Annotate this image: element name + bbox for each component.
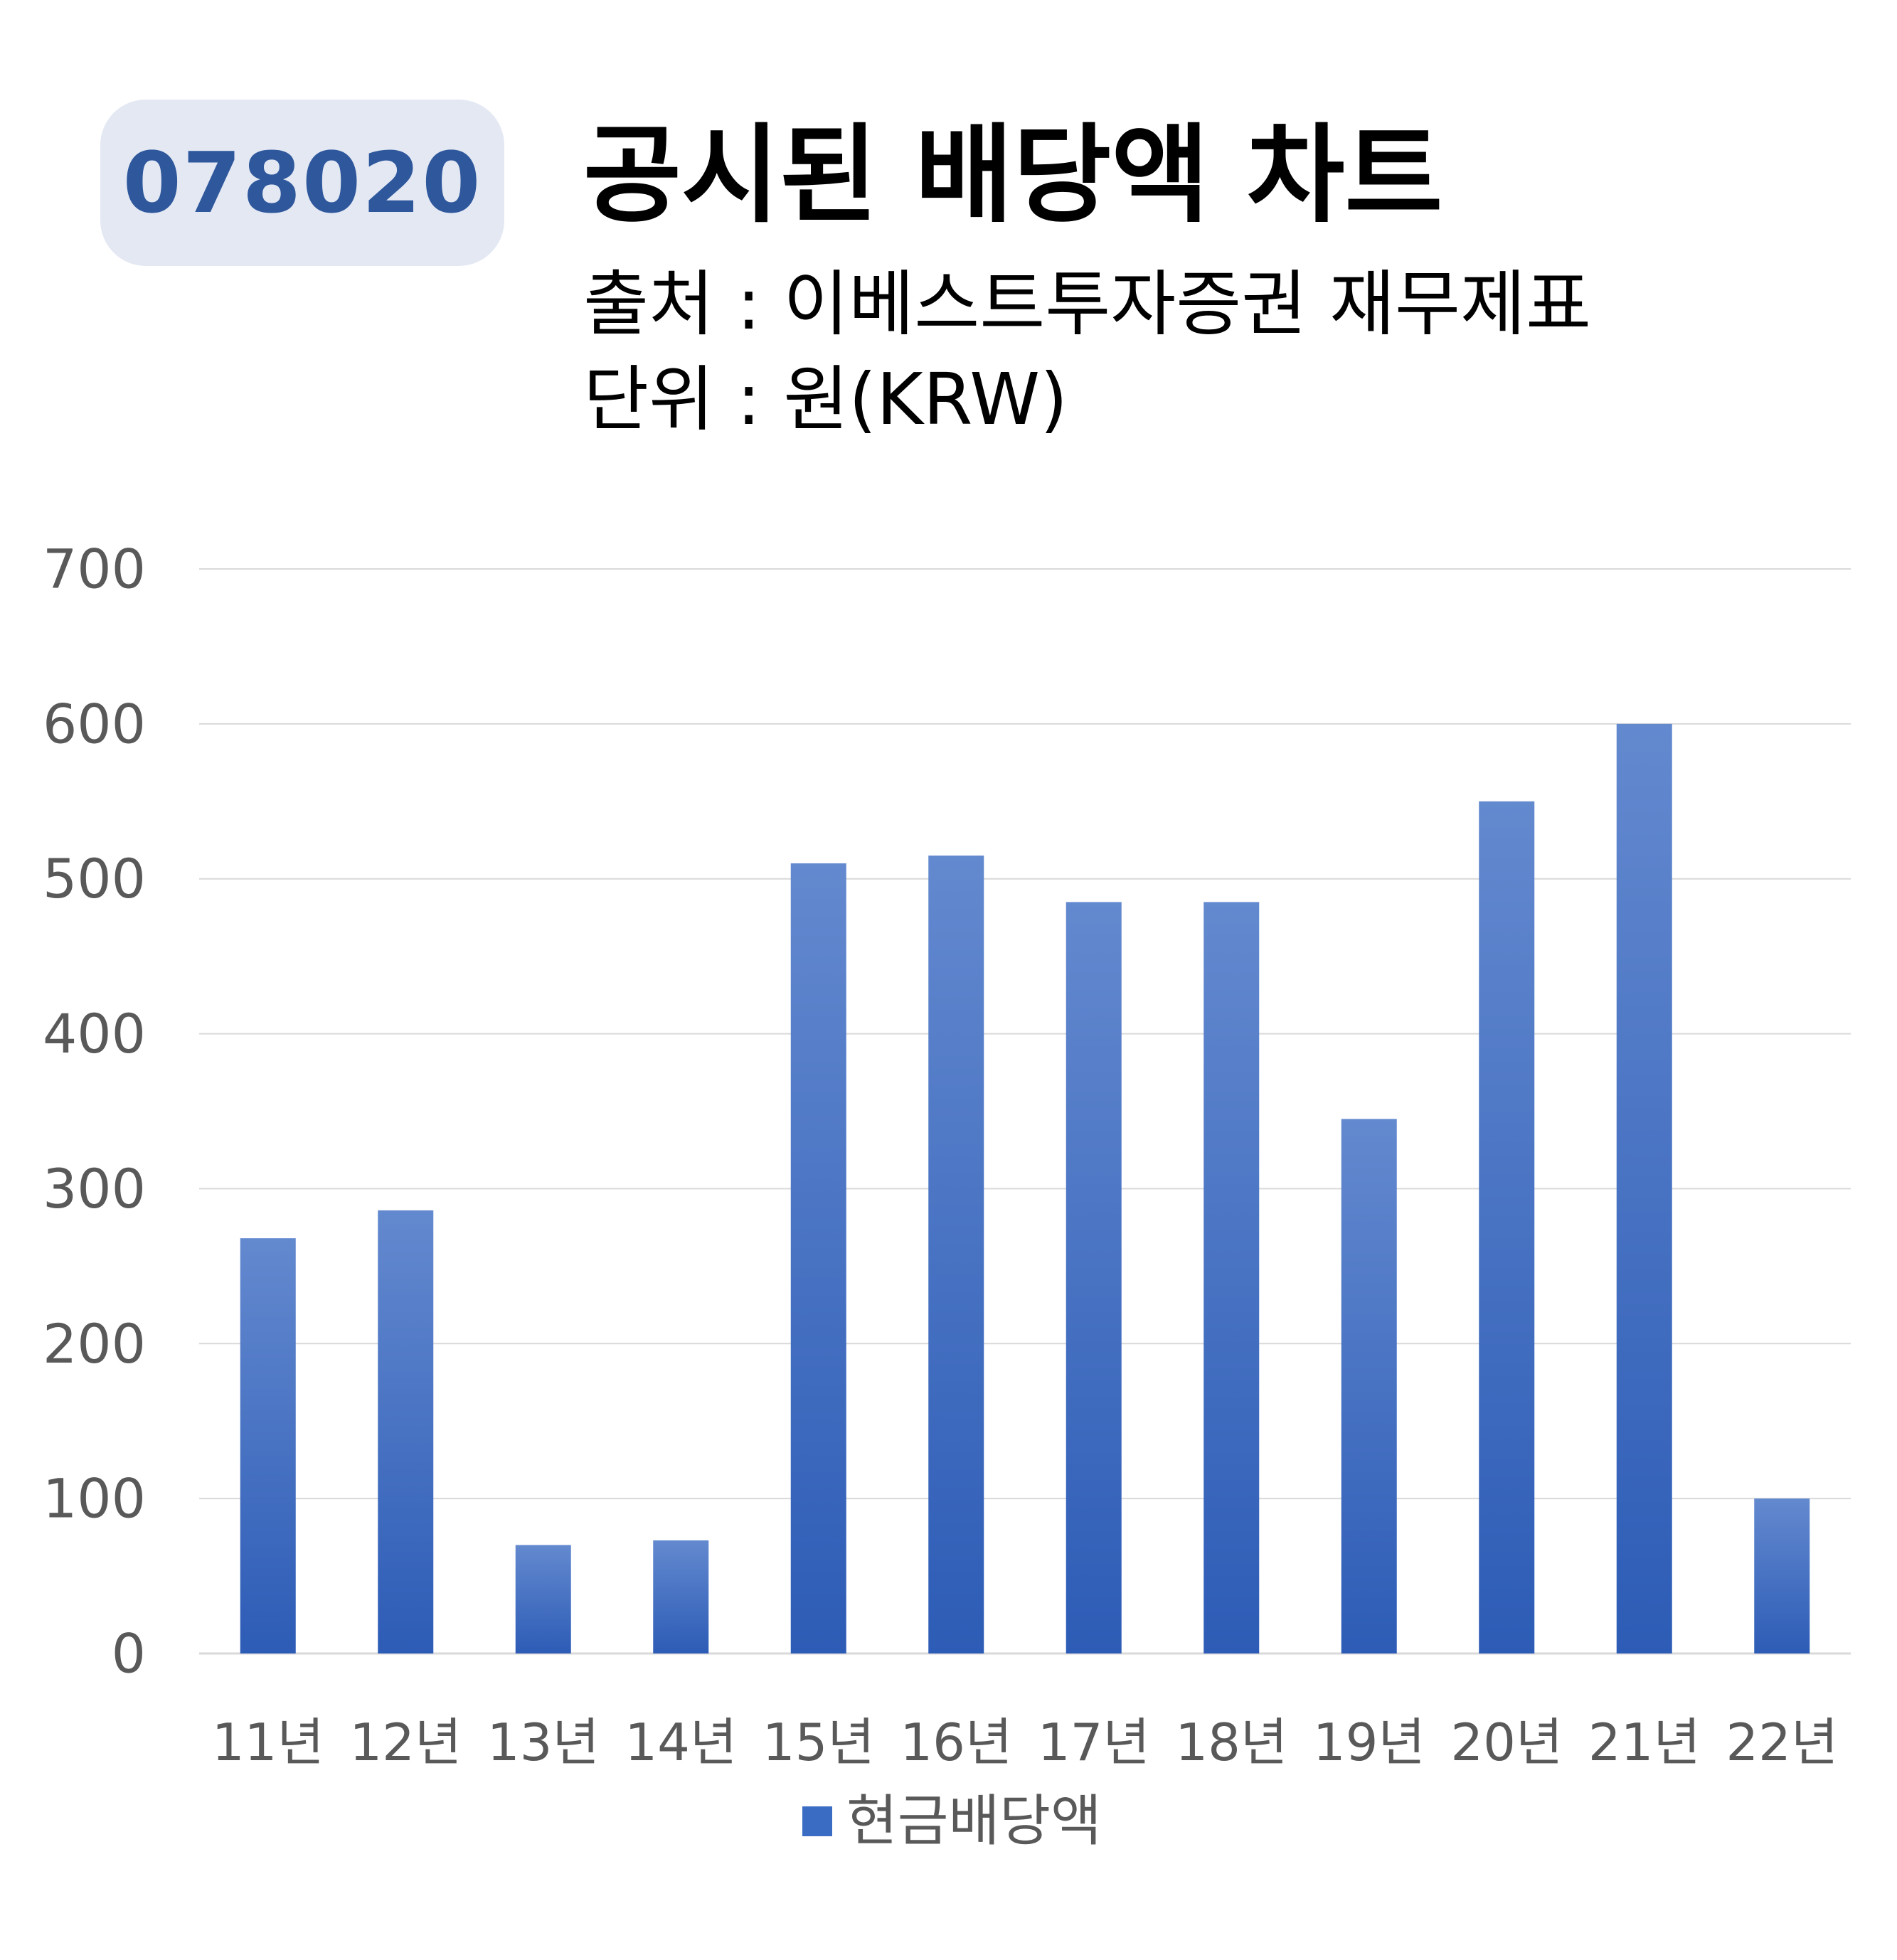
y-axis-ticks: 0 100 200 300 400 500 600 700 <box>43 538 146 1685</box>
bar <box>928 856 984 1653</box>
y-tick-label: 100 <box>43 1467 146 1530</box>
dividend-bar-chart: 0 100 200 300 400 500 600 700 11년 12년 13년 14년 15년 16… <box>43 538 1851 1772</box>
x-tick-label: 19년 <box>1313 1713 1425 1772</box>
x-tick-label: 21년 <box>1588 1713 1701 1772</box>
stock-code: 078020 <box>122 134 482 232</box>
legend: 현금배당액 <box>802 1794 1102 1849</box>
bar <box>790 863 846 1653</box>
x-tick-label: 22년 <box>1726 1713 1838 1772</box>
unit-note: 단위 : 원(KRW) <box>583 358 1068 441</box>
bar <box>1341 1119 1397 1653</box>
bar <box>240 1238 296 1653</box>
bar <box>1479 801 1535 1653</box>
bar <box>1754 1498 1810 1653</box>
stock-code-badge: 078020 <box>100 100 504 266</box>
chart-title: 공시된 배당액 차트 <box>583 114 1443 238</box>
bar <box>653 1540 709 1653</box>
y-tick-label: 200 <box>43 1312 146 1375</box>
x-tick-label: 15년 <box>762 1713 875 1772</box>
legend-swatch <box>802 1806 832 1836</box>
bar <box>378 1210 434 1653</box>
y-tick-label: 0 <box>112 1622 146 1685</box>
y-tick-label: 600 <box>43 692 146 755</box>
x-tick-label: 20년 <box>1450 1713 1563 1772</box>
source-note: 출처 : 이베스트투자증권 재무제표 <box>583 262 1592 346</box>
bar <box>515 1545 571 1653</box>
y-tick-label: 700 <box>43 538 146 601</box>
x-tick-label: 13년 <box>487 1713 600 1772</box>
y-tick-label: 400 <box>43 1002 146 1065</box>
x-tick-label: 18년 <box>1175 1713 1287 1772</box>
y-tick-label: 300 <box>43 1157 146 1220</box>
bars <box>240 723 1810 1653</box>
x-tick-label: 12년 <box>349 1713 462 1772</box>
x-tick-label: 17년 <box>1038 1713 1150 1772</box>
bar <box>1066 902 1122 1653</box>
legend-label: 현금배당액 <box>846 1789 1102 1853</box>
bar <box>1203 902 1260 1653</box>
x-axis-ticks: 11년 12년 13년 14년 15년 16년 17년 18년 19년 20년 21년 22년 <box>212 1713 1838 1772</box>
x-tick-label: 11년 <box>212 1713 324 1772</box>
gridlines <box>199 568 1851 1655</box>
x-tick-label: 16년 <box>900 1713 1012 1772</box>
x-tick-label: 14년 <box>625 1713 737 1772</box>
bar <box>1616 723 1672 1653</box>
y-tick-label: 500 <box>43 847 146 910</box>
